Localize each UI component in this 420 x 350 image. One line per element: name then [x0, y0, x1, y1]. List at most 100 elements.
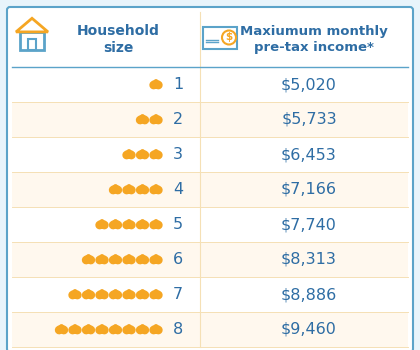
Polygon shape: [114, 329, 117, 331]
Polygon shape: [155, 259, 158, 261]
Bar: [12, 277, 408, 312]
Bar: [129, 296, 130, 299]
Bar: [75, 331, 76, 334]
Bar: [12, 242, 408, 277]
Polygon shape: [74, 329, 76, 331]
Bar: [155, 191, 156, 194]
Bar: [102, 261, 103, 264]
Circle shape: [100, 220, 104, 223]
Bar: [129, 191, 130, 194]
Bar: [143, 331, 144, 334]
Text: $: $: [226, 32, 233, 42]
Bar: [116, 191, 117, 194]
Polygon shape: [128, 329, 130, 331]
Circle shape: [154, 325, 158, 328]
Polygon shape: [114, 224, 117, 226]
Bar: [62, 331, 63, 334]
Text: 6: 6: [173, 252, 183, 267]
Bar: [101, 261, 102, 264]
Bar: [89, 331, 90, 334]
Bar: [89, 261, 90, 264]
Bar: [101, 226, 102, 229]
Bar: [129, 261, 130, 264]
Text: $6,453: $6,453: [281, 147, 337, 162]
Circle shape: [154, 185, 158, 188]
Bar: [129, 226, 130, 229]
Circle shape: [73, 290, 77, 293]
Bar: [12, 312, 408, 347]
Circle shape: [127, 220, 131, 223]
Text: 3: 3: [173, 147, 183, 162]
Bar: [155, 121, 156, 124]
Polygon shape: [141, 294, 144, 296]
Bar: [155, 86, 156, 89]
Polygon shape: [155, 154, 158, 156]
Polygon shape: [155, 294, 158, 296]
Bar: [143, 191, 144, 194]
Bar: [203, 27, 237, 49]
Text: Maxiumum monthly
pre-tax income*: Maxiumum monthly pre-tax income*: [240, 26, 388, 54]
Text: 2: 2: [173, 112, 183, 127]
Circle shape: [114, 325, 117, 328]
Bar: [143, 156, 144, 159]
Circle shape: [141, 325, 144, 328]
Bar: [156, 226, 158, 229]
Polygon shape: [141, 119, 144, 121]
Polygon shape: [128, 294, 130, 296]
Bar: [87, 331, 88, 334]
Bar: [156, 156, 158, 159]
Bar: [116, 331, 117, 334]
Circle shape: [87, 325, 90, 328]
Bar: [116, 226, 117, 229]
Bar: [128, 226, 129, 229]
Bar: [12, 207, 408, 242]
Circle shape: [154, 290, 158, 293]
Bar: [102, 226, 103, 229]
Circle shape: [100, 255, 104, 258]
Bar: [29, 39, 36, 49]
Bar: [12, 137, 408, 172]
Bar: [128, 191, 129, 194]
Bar: [114, 331, 115, 334]
Polygon shape: [87, 259, 90, 261]
Circle shape: [127, 255, 131, 258]
Bar: [141, 121, 142, 124]
Bar: [102, 296, 103, 299]
Circle shape: [127, 325, 131, 328]
Bar: [128, 156, 129, 159]
Bar: [155, 296, 156, 299]
Bar: [156, 191, 158, 194]
Circle shape: [114, 290, 117, 293]
Circle shape: [114, 220, 117, 223]
Bar: [128, 331, 129, 334]
Circle shape: [222, 30, 236, 44]
Bar: [128, 261, 129, 264]
Bar: [75, 296, 76, 299]
Polygon shape: [155, 224, 158, 226]
Bar: [156, 86, 158, 89]
Bar: [101, 331, 102, 334]
Text: $8,886: $8,886: [281, 287, 337, 302]
Bar: [141, 261, 142, 264]
Polygon shape: [141, 329, 144, 331]
Polygon shape: [141, 224, 144, 226]
Polygon shape: [114, 294, 117, 296]
Bar: [20, 32, 44, 49]
Circle shape: [127, 150, 131, 153]
Circle shape: [73, 325, 77, 328]
Bar: [141, 331, 142, 334]
Bar: [129, 331, 130, 334]
Bar: [114, 261, 115, 264]
Polygon shape: [128, 154, 130, 156]
Text: 8: 8: [173, 322, 183, 337]
Bar: [156, 331, 158, 334]
Bar: [143, 296, 144, 299]
Text: $7,740: $7,740: [281, 217, 337, 232]
Text: $8,313: $8,313: [281, 252, 337, 267]
Bar: [12, 67, 408, 102]
Bar: [89, 296, 90, 299]
Polygon shape: [155, 84, 158, 86]
Polygon shape: [141, 154, 144, 156]
FancyBboxPatch shape: [7, 7, 413, 350]
Circle shape: [154, 220, 158, 223]
